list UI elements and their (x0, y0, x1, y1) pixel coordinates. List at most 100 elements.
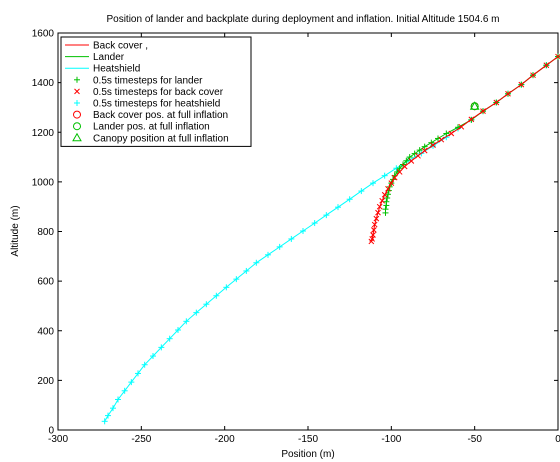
data-point-backcover (373, 215, 380, 222)
x-tick-label: -200 (215, 434, 235, 445)
y-tick-label: 200 (37, 376, 54, 387)
data-point-heatshield (101, 418, 108, 425)
legend-item: Lander (65, 52, 125, 63)
y-tick-label: 1200 (32, 128, 55, 139)
chart-title: Position of lander and backplate during … (106, 14, 499, 25)
data-point-lander (411, 150, 418, 157)
legend-item: Lander pos. at full inflation (73, 122, 210, 133)
data-point-backcover (468, 116, 475, 123)
data-point-backcover (396, 169, 403, 175)
legend-label: Back cover pos. at full inflation (93, 110, 228, 121)
data-point-heatshield (121, 387, 128, 394)
data-point-heatshield (253, 259, 260, 266)
legend-item: Canopy position at full inflation (72, 132, 229, 144)
y-tick-label: 1400 (32, 78, 55, 89)
data-point-heatshield (193, 309, 200, 316)
data-point-heatshield (175, 327, 181, 334)
data-point-heatshield (166, 335, 173, 342)
data-point-backcover (379, 197, 386, 204)
legend-label: Canopy position at full inflation (93, 133, 229, 144)
legend-label: 0.5s timesteps for lander (93, 75, 203, 86)
data-point-heatshield (311, 220, 318, 227)
legend-label: 0.5s timesteps for heatshield (93, 99, 220, 110)
y-tick-label: 400 (37, 326, 54, 337)
data-point-backcover (388, 180, 395, 186)
data-point-backcover (543, 62, 550, 69)
data-point-heatshield (276, 243, 283, 250)
data-point-lander (383, 202, 390, 209)
data-point-backcover (385, 185, 391, 192)
legend-item: Back cover pos. at full inflation (73, 110, 228, 121)
data-point-backcover (518, 81, 525, 88)
y-tick-label: 600 (37, 277, 54, 288)
data-point-backcover (430, 142, 436, 149)
data-point-backcover (371, 221, 378, 228)
data-point-heatshield (300, 228, 306, 235)
data-point-lander (428, 139, 435, 146)
data-point-backcover (391, 174, 398, 181)
x-tick-label: -50 (467, 434, 482, 445)
data-point-backcover (376, 203, 383, 210)
data-point-backcover (530, 72, 536, 79)
data-point-heatshield (115, 396, 121, 403)
canopy-full-inflation-marker (469, 101, 480, 110)
data-point-lander (384, 195, 391, 202)
data-point-heatshield (430, 142, 436, 149)
x-tick-label: -150 (298, 434, 318, 445)
data-point-backcover (421, 147, 428, 154)
series-layer (101, 53, 560, 425)
legend-swatch (73, 110, 81, 119)
legend-item: 0.5s timesteps for heatshield (74, 99, 220, 110)
legend-box (60, 36, 252, 147)
data-point-heatshield (150, 353, 156, 360)
data-point-heatshield (158, 344, 165, 351)
data-point-heatshield (110, 405, 116, 412)
x-tick-label: -250 (131, 434, 151, 445)
legend-swatch (74, 100, 80, 106)
y-tick-label: 1600 (32, 29, 55, 40)
data-point-heatshield (243, 267, 250, 274)
data-point-backcover (480, 108, 486, 115)
data-point-backcover (375, 209, 381, 216)
legend-swatch (73, 122, 81, 131)
data-point-heatshield (265, 251, 271, 258)
series-backcover (368, 53, 560, 245)
data-point-backcover (505, 90, 511, 97)
legend-label: Lander pos. at full inflation (93, 122, 210, 133)
data-point-backcover (408, 158, 415, 164)
legend-item: Back cover , (65, 41, 148, 52)
y-tick-label: 800 (37, 227, 54, 238)
data-point-heatshield (223, 284, 230, 291)
data-point-backcover (381, 191, 388, 198)
data-point-heatshield (335, 204, 341, 211)
data-point-heatshield (141, 361, 148, 368)
legend-swatch (72, 132, 82, 142)
data-point-heatshield (183, 318, 190, 325)
x-tick-label: 0 (555, 434, 560, 445)
data-point-heatshield (288, 235, 295, 242)
legend-label: 0.5s timesteps for back cover (93, 87, 224, 98)
data-point-heatshield (370, 180, 376, 187)
data-point-lander (443, 130, 450, 137)
legend-item: 0.5s timesteps for lander (74, 75, 203, 86)
data-point-backcover (370, 227, 377, 233)
data-point-heatshield (135, 370, 141, 377)
legend-swatch (74, 88, 80, 95)
data-point-backcover (448, 130, 455, 137)
data-point-heatshield (381, 172, 388, 179)
data-point-heatshield (346, 196, 353, 203)
legend-item: Heatshield (65, 64, 140, 75)
y-tick-label: 1000 (32, 177, 55, 188)
data-point-lander (396, 165, 403, 172)
legend-item: 0.5s timesteps for back cover (74, 87, 224, 98)
data-point-heatshield (203, 301, 210, 308)
data-point-heatshield (128, 379, 135, 386)
data-point-heatshield (105, 412, 111, 419)
data-point-backcover (493, 99, 500, 106)
data-point-heatshield (323, 212, 330, 219)
data-point-backcover (438, 136, 445, 143)
data-point-heatshield (233, 276, 240, 283)
